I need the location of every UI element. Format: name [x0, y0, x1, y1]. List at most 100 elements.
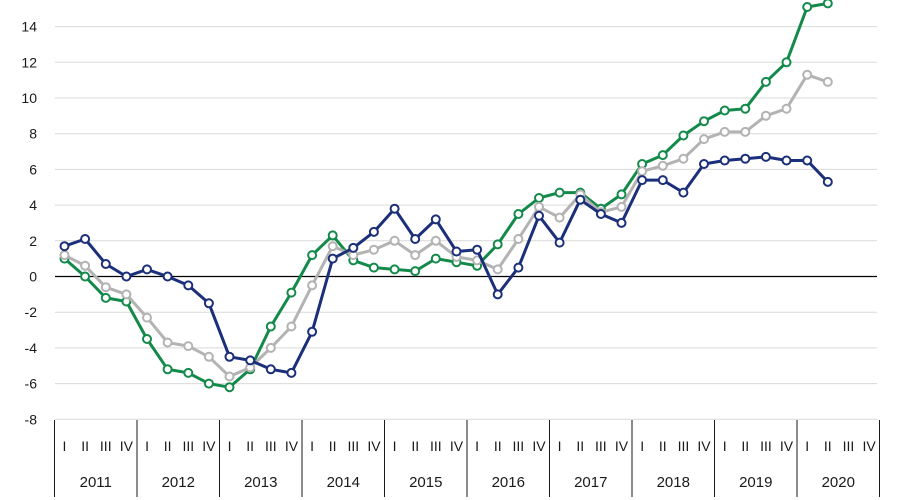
data-point — [781, 155, 792, 166]
data-point — [719, 126, 730, 137]
data-point — [719, 105, 730, 116]
year-label: 2020 — [822, 474, 855, 491]
series-line — [64, 155, 829, 375]
year-label: 2015 — [409, 474, 442, 491]
series-line — [63, 73, 829, 378]
data-point — [678, 153, 689, 164]
data-point — [554, 237, 565, 248]
series-3 — [59, 0, 833, 393]
data-point — [162, 271, 173, 282]
quarter-label: II — [576, 438, 584, 454]
data-point — [781, 103, 792, 114]
y-tick-label: 8 — [29, 126, 37, 142]
series-line — [63, 1, 829, 389]
data-point — [224, 351, 235, 362]
data-point — [534, 193, 544, 203]
data-point — [492, 289, 503, 300]
data-point — [781, 57, 792, 68]
y-tick-label: -4 — [25, 340, 38, 356]
quarter-label: IV — [615, 438, 629, 454]
y-tick-label: 14 — [21, 19, 37, 35]
data-point — [162, 364, 173, 375]
quarter-label: III — [182, 438, 194, 454]
data-point — [203, 351, 214, 362]
data-point — [59, 250, 70, 261]
data-point — [451, 246, 462, 257]
data-point — [265, 364, 276, 375]
data-point — [657, 175, 668, 186]
data-point — [307, 326, 318, 337]
quarter-label: I — [805, 438, 809, 454]
y-tick-label: 0 — [29, 269, 37, 285]
data-point — [595, 209, 606, 219]
data-point — [410, 250, 421, 261]
year-label: 2013 — [244, 474, 277, 491]
quarter-label: II — [329, 438, 337, 454]
data-point — [80, 260, 91, 271]
quarter-label: I — [475, 438, 479, 454]
quarter-label: III — [100, 438, 112, 454]
quarter-label: III — [760, 438, 772, 454]
data-point — [513, 209, 524, 219]
data-point — [822, 176, 833, 187]
data-point — [472, 244, 483, 255]
data-point — [719, 155, 730, 166]
y-tick-label: 10 — [21, 90, 37, 106]
year-label: 2019 — [739, 474, 772, 491]
data-point — [513, 234, 524, 244]
data-point — [368, 226, 379, 237]
year-label: 2016 — [492, 474, 525, 491]
data-point — [492, 239, 503, 250]
series-lines — [59, 0, 833, 393]
data-point — [286, 287, 297, 298]
data-point — [492, 264, 503, 275]
year-label: 2017 — [574, 474, 607, 491]
quarter-label: II — [164, 438, 172, 454]
y-axis-ticks: -8 -6 -4 -2 0 2 4 6 8 10 12 14 — [21, 19, 37, 428]
quarter-label: I — [640, 438, 644, 454]
data-point — [245, 355, 256, 366]
y-tick-label: -8 — [25, 411, 38, 427]
data-point — [554, 212, 565, 223]
data-point — [699, 134, 709, 145]
data-point — [100, 282, 111, 293]
data-point — [327, 230, 338, 241]
data-point — [142, 312, 152, 323]
data-point — [121, 289, 132, 300]
data-point — [616, 189, 627, 200]
series-2 — [59, 69, 833, 382]
quarter-label: I — [145, 438, 149, 454]
y-tick-label: 2 — [29, 233, 37, 249]
data-point — [760, 151, 771, 162]
data-point — [368, 262, 379, 273]
quarter-label: IV — [285, 438, 299, 454]
quarter-label: IV — [450, 438, 464, 454]
data-point — [760, 110, 771, 121]
year-label: 2012 — [162, 474, 195, 491]
data-point — [286, 367, 297, 378]
data-point — [740, 153, 751, 164]
data-point — [327, 253, 338, 264]
data-point — [534, 210, 544, 221]
quarter-label: II — [494, 438, 502, 454]
data-point — [740, 103, 751, 114]
y-tick-label: 6 — [29, 161, 37, 177]
data-point — [348, 242, 359, 253]
quarter-label: III — [843, 438, 855, 454]
quarter-label: I — [558, 438, 562, 454]
data-point — [740, 126, 751, 137]
quarter-label: IV — [780, 438, 794, 454]
data-point — [678, 187, 689, 198]
quarter-label: III — [678, 438, 690, 454]
quarter-label: II — [659, 438, 667, 454]
data-point — [430, 253, 441, 264]
data-point — [224, 382, 235, 393]
data-point — [142, 264, 152, 275]
gridlines — [55, 26, 877, 420]
data-point — [327, 241, 338, 252]
data-point — [699, 159, 709, 169]
data-point — [307, 250, 318, 261]
data-point — [368, 244, 379, 255]
